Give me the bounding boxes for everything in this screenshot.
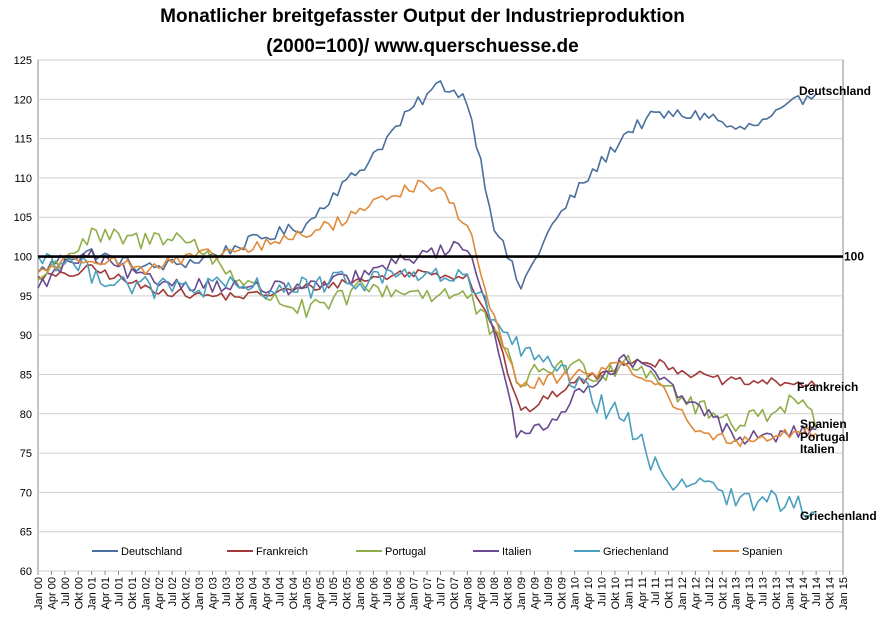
chart-title: Monatlicher breitgefasster Output der In… xyxy=(160,6,685,27)
x-tick-label: Jan 08 xyxy=(462,577,474,610)
legend-label-frankreich: Frankreich xyxy=(256,546,308,558)
x-tick-label: Okt 05 xyxy=(342,577,354,609)
x-tick-label: Jan 09 xyxy=(516,577,528,610)
x-tick-label: Okt 12 xyxy=(717,577,729,609)
x-tick-label: Okt 04 xyxy=(288,577,300,609)
x-tick-label: Okt 02 xyxy=(181,577,193,609)
x-tick-label: Jul 13 xyxy=(758,577,770,606)
x-tick-label: Jul 00 xyxy=(60,577,72,606)
x-tick-label: Okt 10 xyxy=(610,577,622,609)
y-tick-label: 100 xyxy=(14,252,32,264)
reference-line-label: 100 xyxy=(844,250,864,264)
series-line-deutschland xyxy=(37,80,817,290)
chart-subtitle: (2000=100)/ www.querschuesse.de xyxy=(266,36,579,57)
end-label-deutschland: Deutschland xyxy=(799,84,871,98)
x-tick-label: Jan 07 xyxy=(409,577,421,610)
x-tick-label: Apr 06 xyxy=(368,577,380,609)
x-tick-label: Jul 14 xyxy=(811,577,823,606)
plot-area xyxy=(37,59,844,572)
x-tick-label: Jul 03 xyxy=(221,577,233,606)
y-tick-label: 70 xyxy=(20,487,32,499)
legend-label-italien: Italien xyxy=(502,546,531,558)
x-tick-label: Jan 01 xyxy=(87,577,99,610)
series-line-frankreich xyxy=(37,264,817,413)
x-tick-label: Okt 07 xyxy=(449,577,461,609)
x-tick-label: Jan 00 xyxy=(33,577,45,610)
x-tick-label: Okt 06 xyxy=(395,577,407,609)
x-tick-label: Apr 03 xyxy=(207,577,219,609)
x-tick-label: Jul 07 xyxy=(436,577,448,606)
x-tick-label: Jan 05 xyxy=(301,577,313,610)
x-tick-label: Apr 02 xyxy=(154,577,166,609)
x-tick-label: Apr 12 xyxy=(690,577,702,609)
x-tick-label: Apr 11 xyxy=(637,577,649,609)
legend-label-deutschland: Deutschland xyxy=(121,546,182,558)
x-tick-label: Apr 14 xyxy=(798,577,810,609)
y-tick-label: 65 xyxy=(20,527,32,539)
x-tick-label: Jul 11 xyxy=(650,577,662,606)
x-tick-label: Apr 05 xyxy=(315,577,327,609)
y-tick-label: 75 xyxy=(20,448,32,460)
y-tick-label: 110 xyxy=(14,173,32,185)
y-tick-label: 90 xyxy=(20,330,32,342)
x-tick-label: Jan 10 xyxy=(570,577,582,610)
x-tick-label: Apr 08 xyxy=(476,577,488,609)
x-tick-label: Jan 02 xyxy=(140,577,152,610)
x-tick-label: Okt 09 xyxy=(556,577,568,609)
x-tick-label: Jan 04 xyxy=(248,577,260,610)
x-tick-label: Okt 00 xyxy=(73,577,85,609)
x-tick-label: Okt 11 xyxy=(664,577,676,609)
y-tick-label: 115 xyxy=(14,134,32,146)
x-tick-label: Okt 14 xyxy=(825,577,837,609)
x-tick-label: Jan 13 xyxy=(731,577,743,610)
x-tick-label: Okt 08 xyxy=(503,577,515,609)
x-tick-label: Jul 06 xyxy=(382,577,394,606)
end-label-spanien: Spanien xyxy=(800,417,847,431)
series-line-portugal xyxy=(37,227,817,433)
x-tick-label: Jul 09 xyxy=(543,577,555,606)
x-tick-label: Jul 12 xyxy=(704,577,716,606)
x-tick-label: Jan 03 xyxy=(194,577,206,610)
y-tick-label: 95 xyxy=(20,291,32,303)
x-tick-label: Jul 02 xyxy=(167,577,179,606)
series-line-griechenland xyxy=(37,252,817,520)
x-tick-label: Jul 01 xyxy=(114,577,126,606)
x-tick-label: Jul 05 xyxy=(328,577,340,606)
x-tick-label: Jan 15 xyxy=(838,577,850,610)
x-tick-label: Jul 10 xyxy=(597,577,609,606)
x-tick-label: Jan 14 xyxy=(784,577,796,610)
end-label-frankreich: Frankreich xyxy=(797,380,858,394)
x-tick-label: Apr 04 xyxy=(261,577,273,609)
x-tick-label: Apr 10 xyxy=(583,577,595,609)
y-tick-label: 120 xyxy=(14,94,32,106)
end-label-italien: Italien xyxy=(800,442,835,456)
x-tick-label: Jul 04 xyxy=(275,577,287,606)
end-label-griechenland: Griechenland xyxy=(800,509,877,523)
legend-label-spanien: Spanien xyxy=(742,546,782,558)
x-tick-label: Apr 01 xyxy=(100,577,112,609)
y-tick-label: 85 xyxy=(20,369,32,381)
y-tick-label: 125 xyxy=(14,55,32,67)
y-tick-label: 60 xyxy=(20,566,32,578)
legend-label-griechenland: Griechenland xyxy=(603,546,668,558)
x-tick-label: Okt 13 xyxy=(771,577,783,609)
x-tick-label: Apr 13 xyxy=(744,577,756,609)
x-tick-label: Jul 08 xyxy=(489,577,501,606)
x-tick-label: Jan 11 xyxy=(623,577,635,609)
x-tick-label: Okt 03 xyxy=(234,577,246,609)
x-tick-label: Apr 00 xyxy=(46,577,58,609)
x-tick-label: Okt 01 xyxy=(127,577,139,609)
x-tick-label: Apr 07 xyxy=(422,577,434,609)
x-tick-label: Jan 06 xyxy=(355,577,367,610)
y-tick-label: 105 xyxy=(14,212,32,224)
end-label-portugal: Portugal xyxy=(800,430,849,444)
x-tick-label: Jan 12 xyxy=(677,577,689,610)
legend-label-portugal: Portugal xyxy=(385,546,426,558)
y-tick-label: 80 xyxy=(20,409,32,421)
x-tick-label: Apr 09 xyxy=(529,577,541,609)
